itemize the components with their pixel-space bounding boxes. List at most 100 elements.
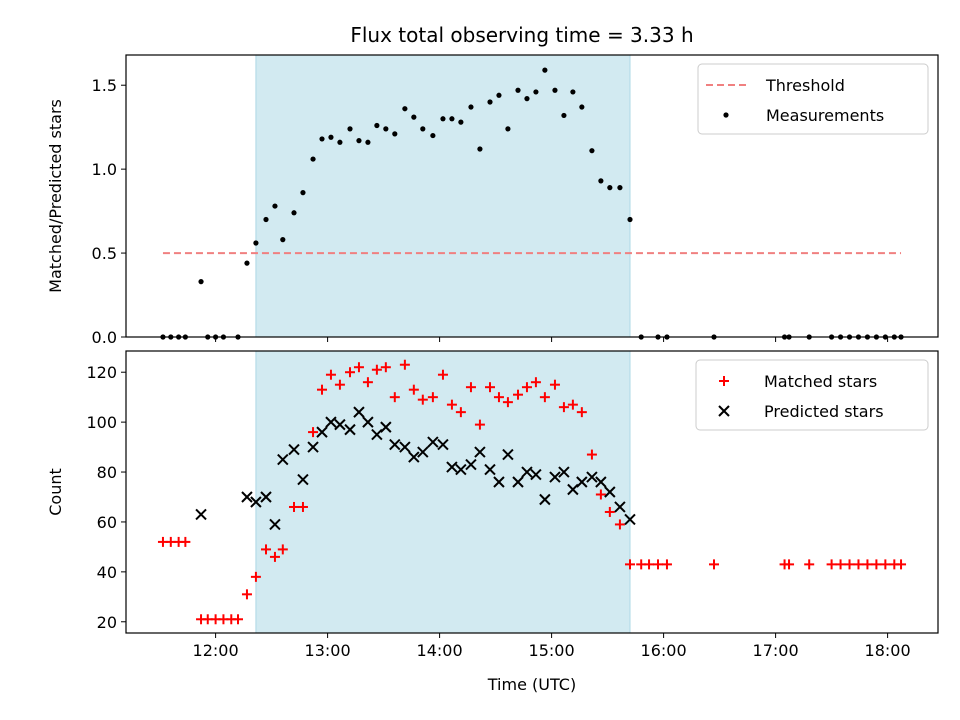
legend: Threshold Measurements bbox=[697, 63, 929, 135]
predicted-star-point bbox=[474, 446, 486, 458]
measurement-point bbox=[356, 138, 362, 144]
plot-frame bbox=[125, 350, 939, 634]
predicted-star-point bbox=[437, 438, 449, 451]
matched-star-point bbox=[446, 399, 457, 410]
matched-star-point bbox=[427, 392, 438, 403]
marker-stroke bbox=[558, 466, 570, 478]
legend-label: Measurements bbox=[766, 106, 884, 125]
matched-star-point bbox=[455, 407, 466, 418]
predicted-star-point bbox=[493, 476, 505, 488]
marker-stroke bbox=[604, 486, 616, 498]
measurement-point bbox=[449, 116, 455, 122]
matched-star-point bbox=[250, 571, 261, 582]
matched-star-point bbox=[345, 367, 355, 378]
matched-star-point bbox=[625, 559, 635, 570]
predicted-star-point bbox=[567, 483, 579, 496]
marker-stroke bbox=[614, 501, 626, 513]
bottom-panel: 12:00 13:00 14:00 15:00 16:00 17:00 18:00 20 40 6… bbox=[46, 350, 939, 694]
x-tick-label: 18:00 bbox=[865, 641, 911, 660]
matched-star-point bbox=[308, 427, 319, 438]
predicted-star-point bbox=[408, 451, 420, 463]
measurement-point bbox=[392, 131, 398, 137]
marker-stroke bbox=[408, 451, 420, 463]
predicted-star-point bbox=[325, 416, 337, 428]
measurement-point bbox=[579, 104, 585, 110]
matched-star-point bbox=[804, 559, 815, 570]
predicted-star-point bbox=[353, 406, 365, 418]
measurement-point bbox=[253, 240, 259, 246]
matched-star-point bbox=[362, 377, 373, 388]
matched-star-point bbox=[493, 392, 504, 403]
measurement-point bbox=[374, 122, 380, 129]
marker-stroke bbox=[437, 438, 449, 451]
matched-star-point bbox=[862, 559, 873, 570]
matched-star-point bbox=[896, 559, 907, 570]
matched-star-point bbox=[604, 506, 615, 517]
predicted-star-point bbox=[344, 423, 356, 436]
y-tick-label: 40 bbox=[97, 563, 117, 582]
measurement-point bbox=[337, 139, 343, 145]
legend: Matched stars Predicted stars bbox=[695, 359, 929, 431]
x-tick-label: 16:00 bbox=[641, 641, 687, 660]
marker-stroke bbox=[474, 446, 486, 458]
marker-stroke bbox=[307, 441, 319, 453]
predicted-star-point bbox=[595, 476, 607, 488]
marker-stroke bbox=[455, 463, 467, 476]
x-tick-label: 15:00 bbox=[529, 641, 575, 660]
predicted-star-point bbox=[380, 421, 392, 433]
measurement-point bbox=[542, 67, 548, 73]
marker-stroke bbox=[417, 446, 429, 458]
measurement-point bbox=[244, 260, 250, 266]
marker-stroke bbox=[297, 473, 309, 486]
marker-stroke bbox=[539, 493, 551, 506]
measurement-point bbox=[627, 216, 633, 223]
marker-stroke bbox=[427, 436, 439, 448]
matched-star-point bbox=[417, 394, 428, 405]
predicted-star-point bbox=[250, 496, 262, 508]
matched-star-point bbox=[180, 536, 191, 547]
marker-stroke bbox=[334, 418, 346, 431]
matched-star-point bbox=[595, 489, 606, 500]
legend-label: Predicted stars bbox=[764, 402, 884, 421]
measurement-point bbox=[328, 134, 334, 140]
matched-star-point bbox=[317, 384, 327, 395]
matched-star-point bbox=[539, 392, 550, 403]
matched-star-point bbox=[521, 382, 532, 393]
matched-star-point bbox=[513, 389, 523, 400]
marker-stroke bbox=[465, 458, 477, 471]
y-tick-label: 20 bbox=[97, 613, 117, 632]
measurement-point bbox=[319, 136, 325, 142]
predicted-star-point bbox=[288, 443, 300, 456]
predicted-star-point bbox=[307, 441, 319, 453]
y-tick-label: 0.0 bbox=[92, 328, 117, 347]
predicted-star-point bbox=[521, 466, 533, 478]
matched-star-point bbox=[277, 544, 288, 555]
y-tick-label: 1.5 bbox=[92, 76, 117, 95]
predicted-star-point bbox=[362, 416, 374, 428]
measurement-point bbox=[430, 132, 436, 139]
measurement-point bbox=[420, 126, 426, 132]
predicted-star-point bbox=[389, 438, 401, 451]
observing-window-shade bbox=[255, 55, 631, 337]
predicted-star-point bbox=[512, 476, 524, 488]
y-tick-label: 80 bbox=[97, 463, 117, 482]
marker-stroke bbox=[353, 406, 365, 418]
matched-star-point bbox=[576, 407, 587, 418]
marker-stroke bbox=[288, 443, 300, 456]
predicted-star-point bbox=[604, 486, 616, 498]
matched-star-point bbox=[297, 501, 308, 512]
measurement-point bbox=[468, 104, 474, 110]
legend-box bbox=[695, 359, 929, 431]
x-tick-label: 12:00 bbox=[193, 641, 239, 660]
matched-star-point bbox=[844, 559, 855, 570]
predicted-star-point bbox=[260, 491, 272, 503]
matched-star-point bbox=[334, 379, 345, 390]
marker-stroke bbox=[521, 466, 533, 478]
y-tick-label: 0.5 bbox=[92, 244, 117, 263]
predicted-star-point bbox=[539, 493, 551, 506]
x-tick-label: 14:00 bbox=[417, 641, 463, 660]
measurement-point bbox=[477, 146, 483, 152]
marker-stroke bbox=[493, 476, 505, 488]
measurement-point bbox=[505, 126, 511, 132]
marker-stroke bbox=[586, 471, 598, 483]
